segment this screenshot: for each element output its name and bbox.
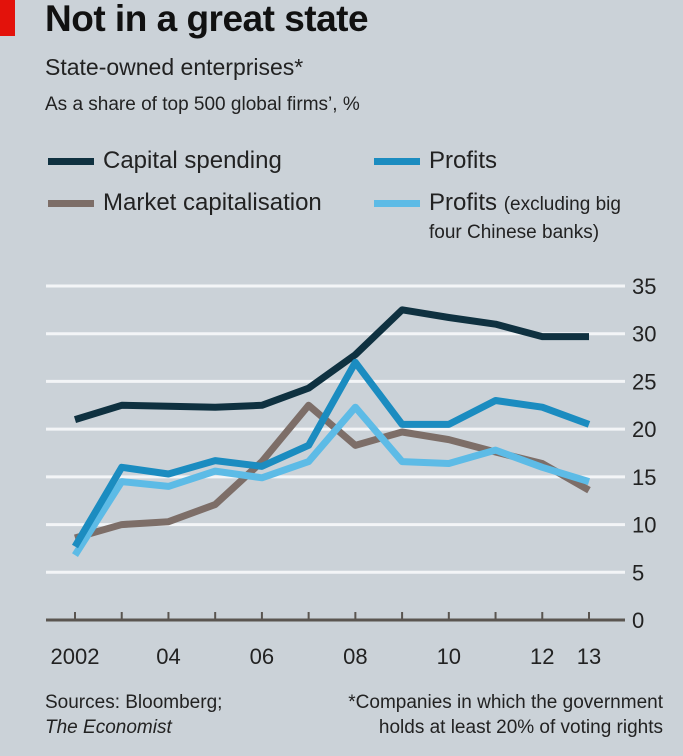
- brand-red-bar: [0, 0, 15, 36]
- x-tick-label: 13: [577, 644, 601, 669]
- x-tick-label: 08: [343, 644, 367, 669]
- x-axis: 2002 04 06 08 10 12 13: [46, 612, 625, 669]
- legend-swatch-profits-excl: [374, 200, 420, 207]
- legend-label-note: (excluding big four Chinese banks): [429, 194, 621, 243]
- legend-swatch-profits: [374, 158, 420, 165]
- y-tick-label: 0: [632, 608, 644, 633]
- legend-label: Market capitalisation: [103, 189, 322, 216]
- chart-unit-description: As a share of top 500 global firms’, %: [45, 94, 360, 115]
- y-tick-label: 10: [632, 513, 656, 538]
- series-line-profits: [71, 358, 591, 549]
- legend-item-capital-spending: Capital spending: [48, 148, 282, 174]
- legend-swatch-market-cap: [48, 200, 94, 207]
- x-tick-label: 04: [156, 644, 180, 669]
- legend-label-group: Profits (excluding big four Chinese bank…: [429, 190, 621, 246]
- footnote: *Companies in which the government holds…: [348, 690, 663, 740]
- legend-item-profits: Profits: [374, 148, 497, 174]
- sources-line-2: The Economist: [45, 717, 172, 738]
- series-line-profits-excl: [72, 403, 591, 557]
- y-tick-label: 30: [632, 322, 656, 347]
- y-tick-label: 5: [632, 560, 644, 585]
- x-tick-label: 12: [530, 644, 554, 669]
- y-tick-label: 20: [632, 417, 656, 442]
- legend-item-market-cap: Market capitalisation: [48, 190, 322, 216]
- legend-swatch-capital-spending: [48, 158, 94, 165]
- footnote-line-2: holds at least 20% of voting rights: [378, 717, 663, 738]
- series-line-capital-spending: [73, 306, 589, 423]
- x-tick-label: 10: [437, 644, 461, 669]
- sources-line-1: Sources: Bloomberg;: [45, 692, 223, 713]
- gridlines: [46, 284, 625, 574]
- chart-subtitle: State-owned enterprises*: [45, 54, 304, 80]
- footnote-line-1: *Companies in which the government: [348, 692, 663, 713]
- series-lines: [71, 306, 591, 557]
- legend-label: Profits: [429, 147, 498, 174]
- legend-label: Profits: [429, 189, 498, 216]
- x-tick-label: 2002: [51, 644, 100, 669]
- chart-title: Not in a great state: [45, 0, 369, 39]
- y-tick-label: 25: [632, 369, 656, 394]
- y-tick-label: 35: [632, 274, 656, 299]
- y-axis: 0 5 10 15 20 25 30 35: [632, 274, 656, 633]
- legend-label: Capital spending: [103, 147, 282, 174]
- sources: Sources: Bloomberg; The Economist: [45, 690, 222, 740]
- legend-item-profits-excl: Profits (excluding big four Chinese bank…: [374, 190, 621, 246]
- y-tick-label: 15: [632, 465, 656, 490]
- line-chart: 0 5 10 15 20 25 30 35 2002 04 06 08 10 12 13: [46, 274, 656, 669]
- x-tick-label: 06: [250, 644, 274, 669]
